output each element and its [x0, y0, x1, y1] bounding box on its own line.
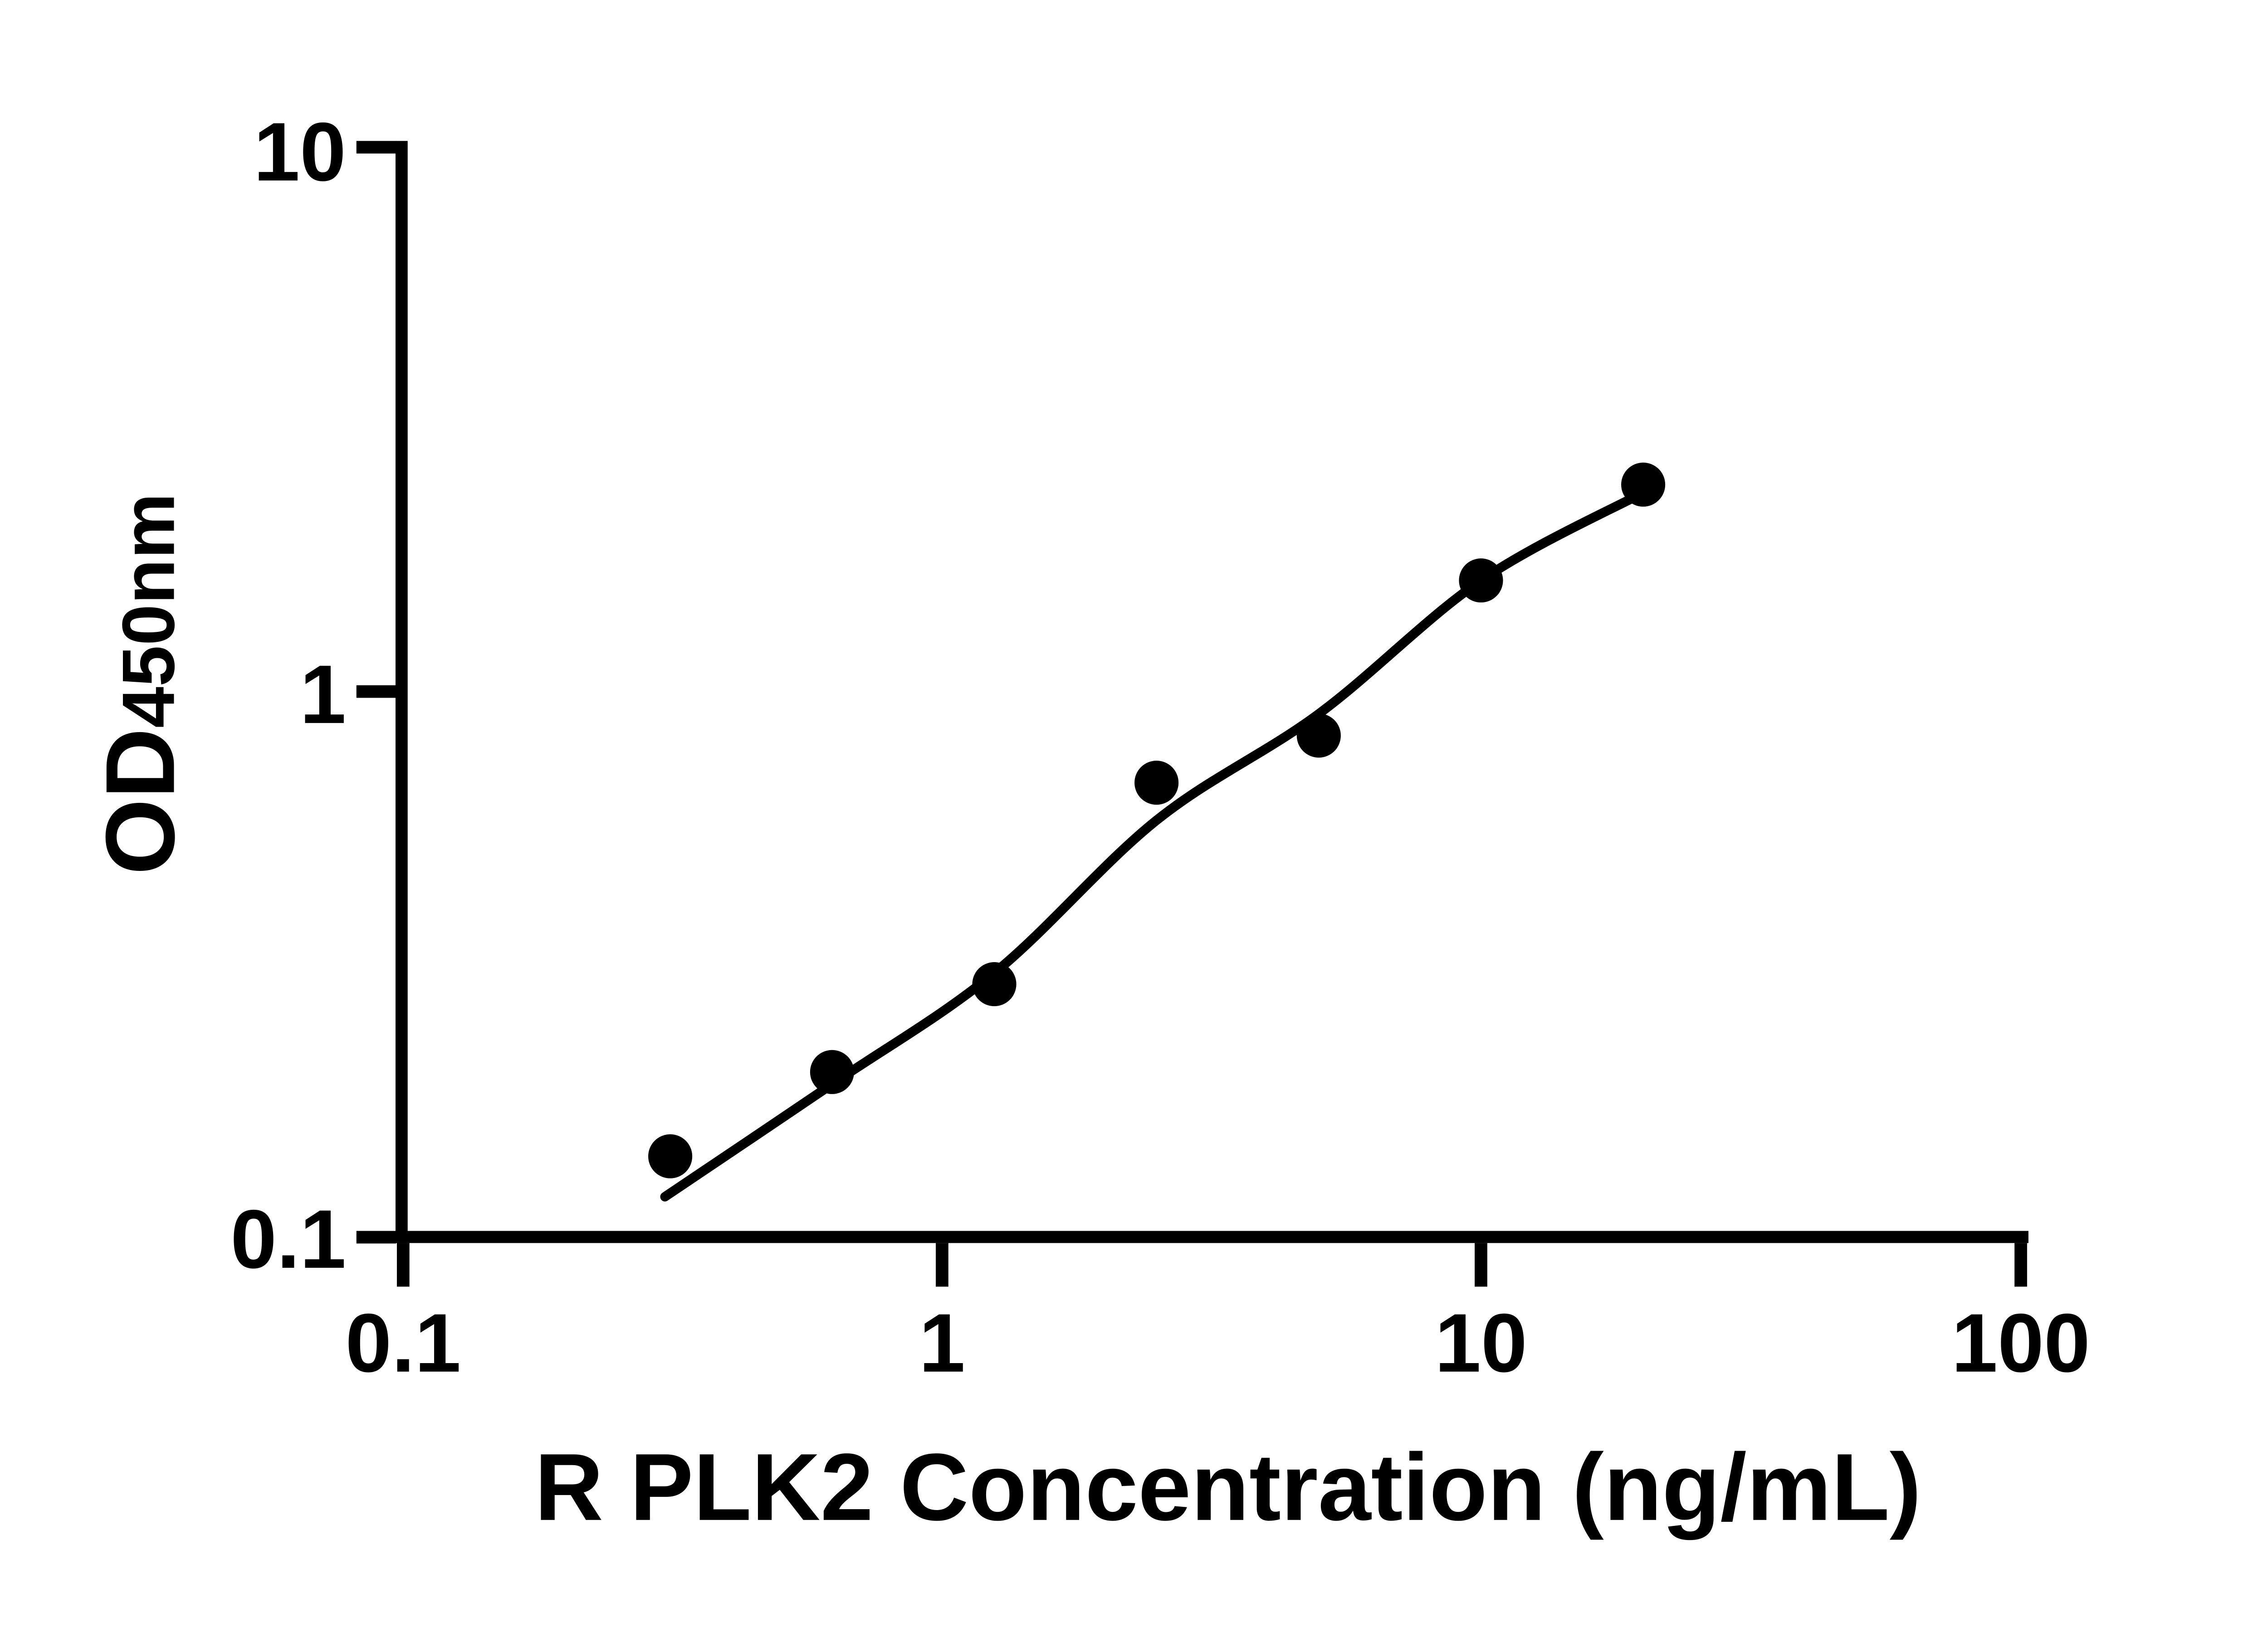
y-axis-title-sub: 450nm — [107, 493, 190, 728]
y-tick-label-0.1: 0.1 — [230, 1193, 346, 1286]
data-point — [648, 1134, 693, 1178]
data-point — [810, 1050, 854, 1094]
x-axis-title: R PLK2 Concentration (ng/mL) — [534, 1434, 1921, 1540]
data-point — [972, 962, 1017, 1007]
y-axis-title: OD450nm — [85, 493, 195, 875]
y-axis-title-main: OD — [85, 728, 195, 875]
data-points — [648, 462, 1666, 1178]
y-tick-0.1 — [356, 1231, 396, 1244]
data-point — [1621, 462, 1666, 507]
x-tick-0.1 — [396, 1243, 410, 1287]
y-tick-label-1: 1 — [300, 648, 346, 741]
x-tick-label-10: 10 — [1435, 1296, 1527, 1389]
fit-line-curve — [660, 488, 1648, 1202]
data-point — [1296, 714, 1341, 758]
x-tick-label-0.1: 0.1 — [345, 1296, 461, 1389]
data-point — [1134, 760, 1179, 805]
y-tick-label-10: 10 — [254, 105, 346, 198]
x-tick-label-100: 100 — [1951, 1296, 2090, 1389]
y-tick-10 — [356, 141, 396, 154]
x-tick-label-1: 1 — [919, 1296, 965, 1389]
x-tick-1 — [936, 1243, 948, 1287]
x-axis: 0.1 1 10 100 — [345, 1231, 2090, 1389]
y-axis: 10 1 0.1 — [230, 105, 408, 1286]
x-tick-10 — [1475, 1243, 1487, 1287]
y-axis-spine — [395, 141, 408, 1243]
y-tick-1 — [356, 685, 396, 698]
x-axis-spine — [395, 1231, 2028, 1243]
data-point — [1459, 558, 1503, 603]
x-tick-100 — [2014, 1243, 2027, 1287]
